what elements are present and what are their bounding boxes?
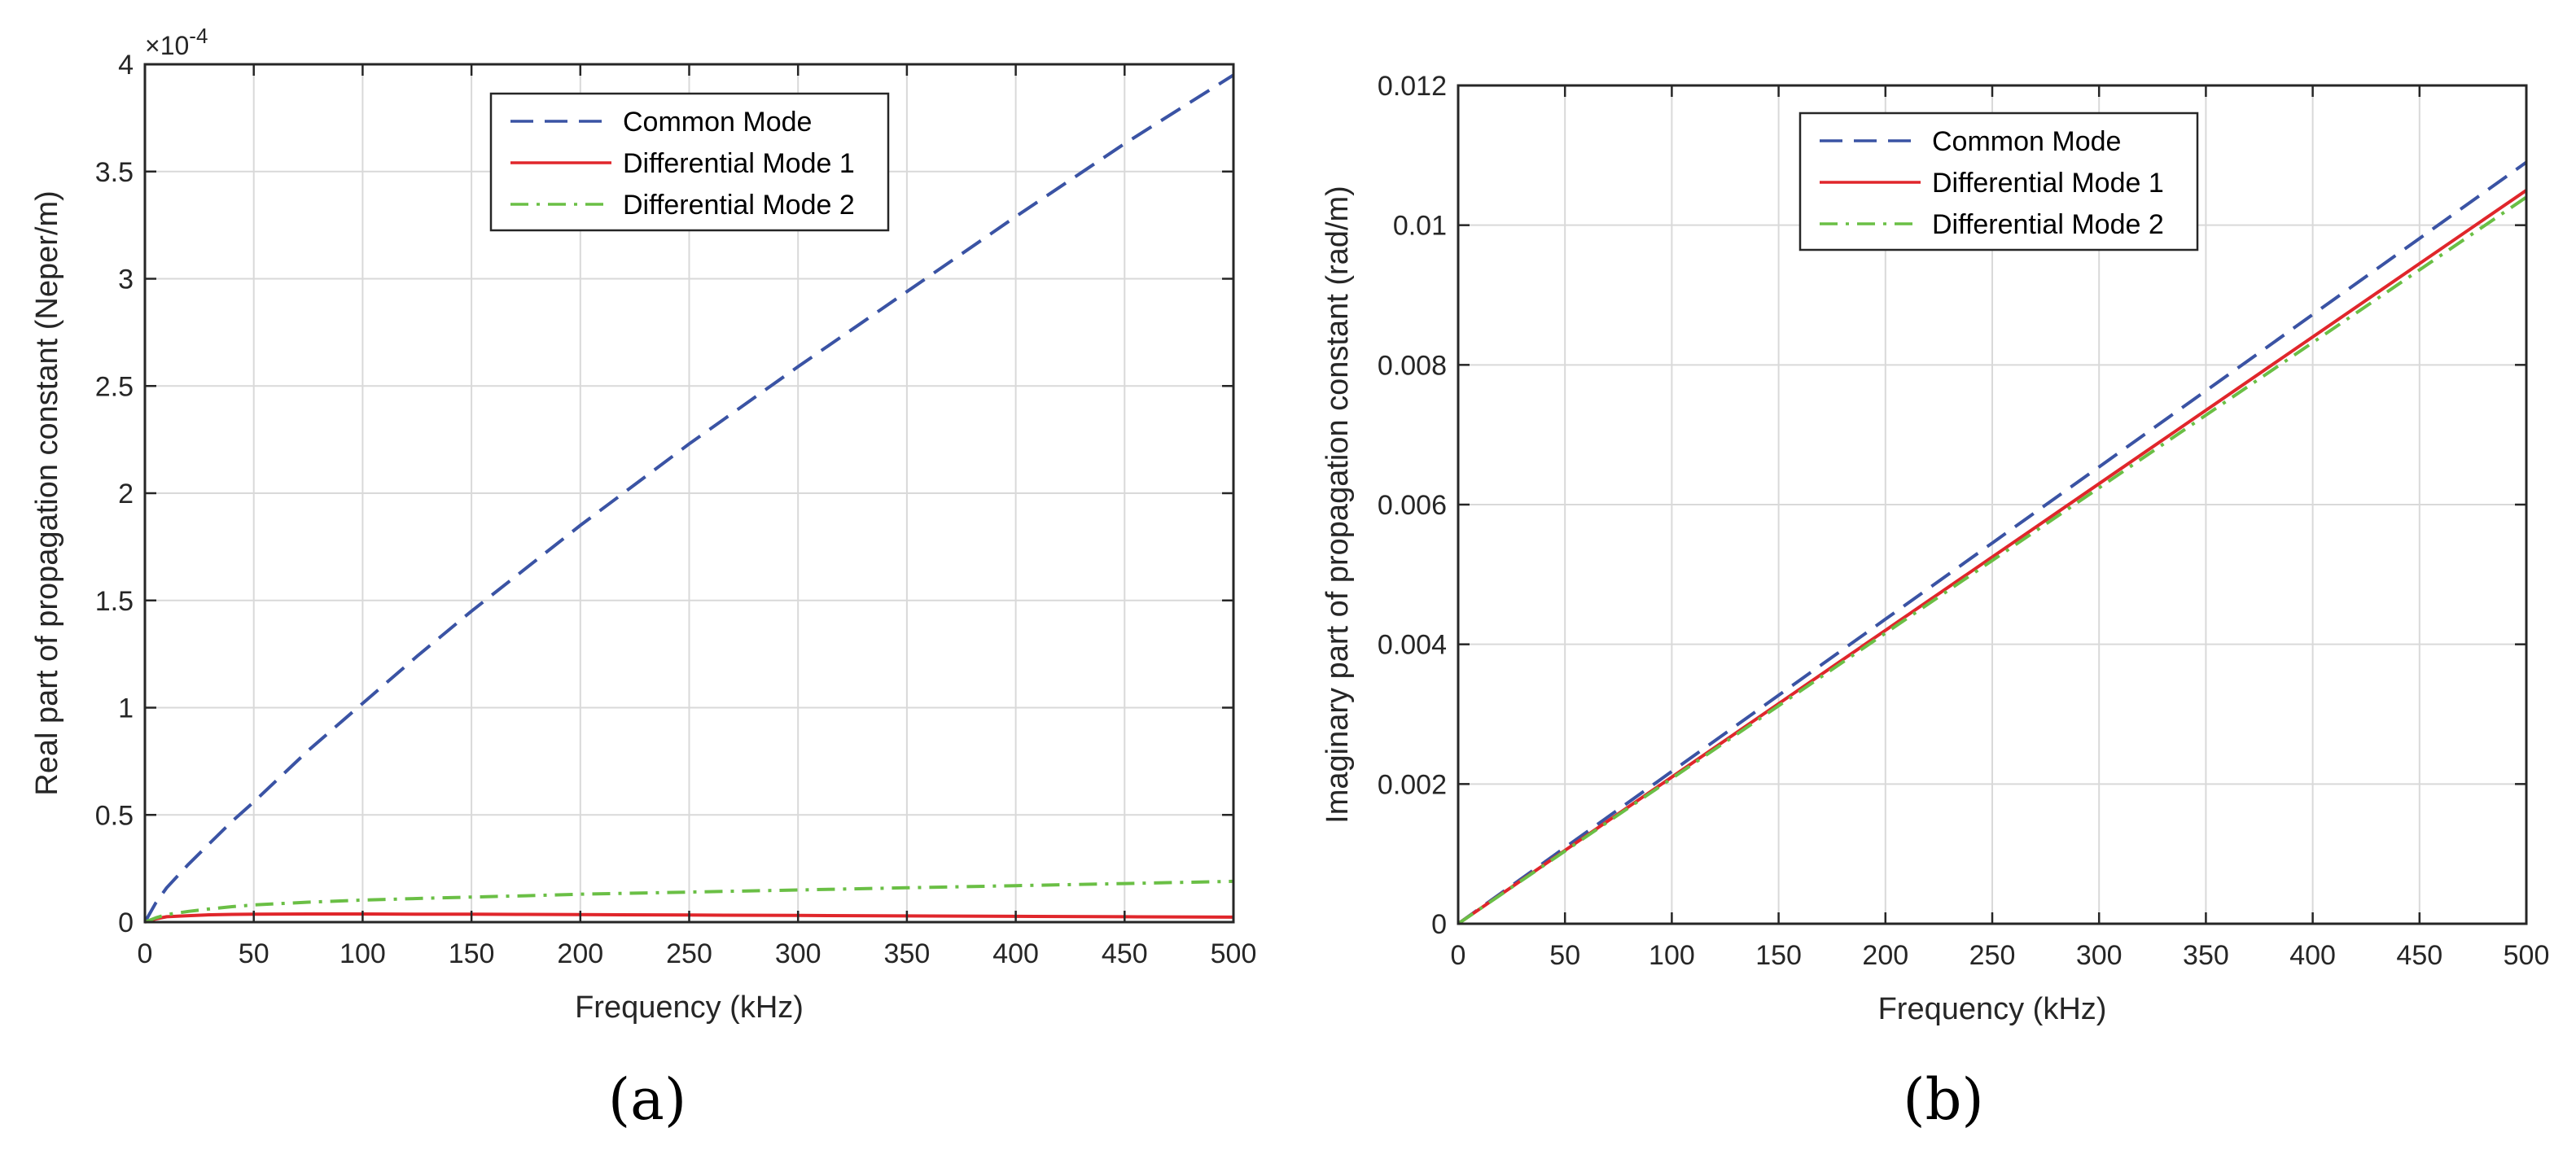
- y-tick-label: 1.5: [95, 586, 134, 617]
- y-tick-label: 0.002: [1378, 769, 1447, 800]
- y-tick-label: 2: [118, 479, 134, 509]
- x-tick-label: 0: [1451, 940, 1466, 971]
- x-tick-label: 150: [1755, 940, 1802, 971]
- legend-entry-label: Differential Mode 2: [623, 190, 855, 221]
- legend-entry-label: Common Mode: [623, 107, 812, 138]
- y-tick-label: 4: [118, 50, 134, 81]
- x-tick-label: 250: [666, 938, 712, 969]
- panel-caption: (b): [1903, 1066, 1983, 1133]
- y-axis-label: Imaginary part of propagation constant (…: [1321, 186, 1355, 824]
- legend-entry-label: Differential Mode 1: [1932, 168, 2164, 199]
- y-axis-label: Real part of propagation constant (Neper…: [30, 190, 64, 796]
- y-tick-label: 0.01: [1393, 211, 1447, 242]
- series-line-common-mode: [143, 73, 1235, 923]
- x-tick-label: 0: [138, 938, 153, 969]
- series-line-differential-mode-2: [1457, 195, 2528, 925]
- y-tick-label: 1: [118, 693, 134, 724]
- x-tick-label: 150: [449, 938, 495, 969]
- series-line-common-mode: [1457, 160, 2528, 925]
- y-tick-label: 0.012: [1378, 71, 1447, 102]
- x-tick-label: 250: [1969, 940, 2016, 971]
- y-tick-label: 0.5: [95, 800, 134, 831]
- y-tick-label: 3.5: [95, 157, 134, 188]
- x-tick-label: 450: [1102, 938, 1148, 969]
- x-tick-label: 300: [775, 938, 821, 969]
- x-tick-label: 500: [2504, 940, 2550, 971]
- y-tick-label: 0: [118, 907, 134, 938]
- legend-entry-label: Common Mode: [1932, 126, 2121, 157]
- x-tick-label: 50: [1549, 940, 1580, 971]
- panel-caption: (a): [608, 1066, 686, 1133]
- legend-entry-label: Differential Mode 2: [1932, 209, 2164, 240]
- y-tick-label: 3: [118, 265, 134, 295]
- x-tick-label: 200: [557, 938, 603, 969]
- x-tick-label: 400: [2289, 940, 2336, 971]
- x-tick-label: 350: [2183, 940, 2229, 971]
- panel-a: 0 50 100 150 200 250 300 350 400 450 500 0 0.5 1 1.5 2 2…: [30, 24, 1256, 1133]
- y-tick-label: 0.004: [1378, 630, 1447, 661]
- x-tick-label: 100: [340, 938, 386, 969]
- x-tick-label: 450: [2396, 940, 2442, 971]
- y-tick-label: 0: [1431, 909, 1447, 940]
- legend-entry-label: Differential Mode 1: [623, 148, 855, 179]
- x-tick-label: 100: [1649, 940, 1695, 971]
- x-tick-label: 300: [2076, 940, 2123, 971]
- y-tick-label: 0.008: [1378, 350, 1447, 381]
- x-tick-label: 350: [884, 938, 931, 969]
- y-tick-label: 2.5: [95, 371, 134, 402]
- x-tick-label: 200: [1862, 940, 1908, 971]
- x-tick-label: 500: [1211, 938, 1257, 969]
- x-tick-label: 50: [239, 938, 269, 969]
- series-line-differential-mode-2: [144, 879, 1234, 924]
- x-axis-label: Frequency (kHz): [575, 990, 804, 1025]
- y-exponent-label: ×10-4: [145, 24, 208, 60]
- x-axis-label: Frequency (kHz): [1878, 992, 2107, 1026]
- panel-b: 0 50 100 150 200 250 300 350 400 450 500 0 0.002 0.00…: [1321, 71, 2549, 1133]
- y-tick-label: 0.006: [1378, 490, 1447, 521]
- x-tick-label: 400: [992, 938, 1039, 969]
